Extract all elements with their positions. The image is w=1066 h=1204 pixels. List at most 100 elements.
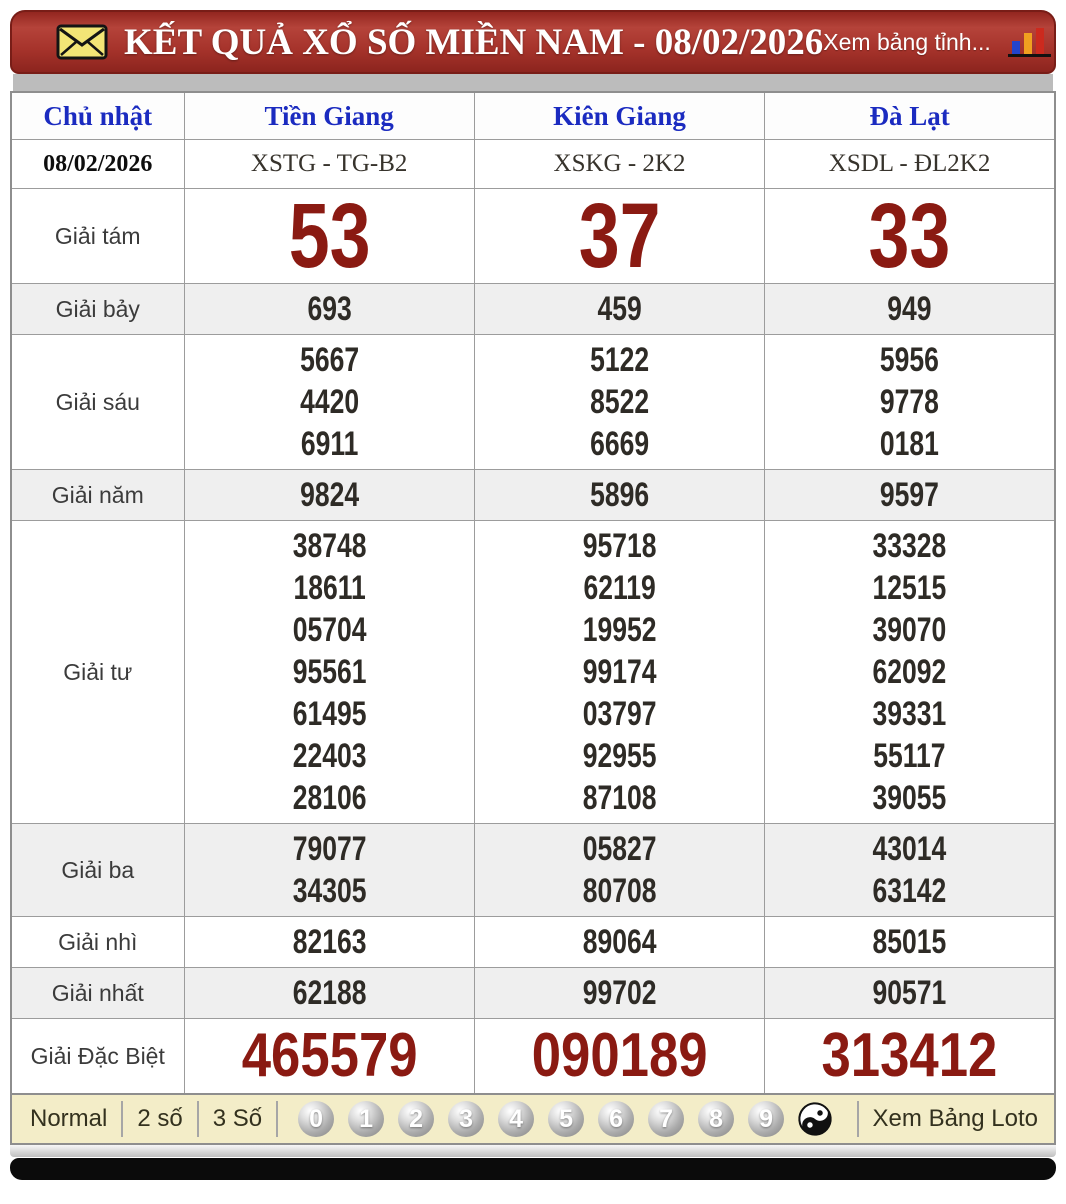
prize-number: 89064 bbox=[582, 923, 657, 961]
prize-numbers-cell: 62188 bbox=[183, 967, 475, 1019]
column-header-province-3[interactable]: Đà Lạt bbox=[764, 91, 1056, 140]
prize-numbers-cell: 37 bbox=[473, 188, 766, 284]
prize-numbers-cell: 090189 bbox=[473, 1018, 766, 1095]
mode-button-2-digits[interactable]: 2 số bbox=[137, 1105, 183, 1132]
prize-number: 9824 bbox=[299, 476, 359, 514]
yin-yang-icon[interactable] bbox=[791, 1095, 839, 1143]
prize-number: 95561 bbox=[292, 653, 367, 691]
view-loto-link[interactable]: Xem Bảng Loto bbox=[872, 1105, 1038, 1132]
prize-numbers-cell: 38748 18611 05704 95561 61495 22403 28106 bbox=[183, 520, 475, 824]
prize-number: 5667 bbox=[299, 341, 359, 379]
digit-button-3[interactable]: 3 bbox=[448, 1101, 485, 1137]
prize-number: 313412 bbox=[821, 1021, 998, 1090]
prize-number: 62119 bbox=[583, 569, 656, 607]
prize-row: Giải nhất 62188 99702 90571 bbox=[10, 967, 1056, 1019]
digit-button-7[interactable]: 7 bbox=[648, 1101, 685, 1137]
prize-numbers-cell: 33328 12515 39070 62092 39331 55117 39055 bbox=[764, 520, 1056, 824]
prize-number: 38748 bbox=[292, 527, 367, 565]
prize-label: Giải sáu bbox=[10, 334, 185, 470]
prize-table-body: Giải tám 53 37 33 Giải bảy 693 459 949 Giải sáu 5… bbox=[10, 188, 1056, 1095]
prize-number: 949 bbox=[887, 290, 932, 328]
digit-button-8[interactable]: 8 bbox=[698, 1101, 735, 1137]
view-province-link[interactable]: Xem bảng tỉnh... bbox=[823, 28, 991, 55]
column-header-province-1[interactable]: Tiền Giang bbox=[183, 91, 475, 140]
prize-row: Giải bảy 693 459 949 bbox=[10, 283, 1056, 335]
column-header-day[interactable]: Chủ nhật bbox=[10, 91, 185, 140]
footer-right-group: Xem Bảng Loto bbox=[843, 1101, 1042, 1137]
prize-number: 33328 bbox=[872, 527, 947, 565]
mode-button-normal[interactable]: Normal bbox=[30, 1105, 108, 1132]
prize-number: 62188 bbox=[292, 974, 367, 1012]
digit-button-6[interactable]: 6 bbox=[598, 1101, 635, 1137]
digit-button-2[interactable]: 2 bbox=[398, 1101, 435, 1137]
prize-numbers-cell: 89064 bbox=[473, 916, 766, 968]
prize-number: 39331 bbox=[872, 695, 947, 733]
prize-number: 92955 bbox=[582, 737, 657, 775]
page-title: KẾT QUẢ XỔ SỐ MIỀN NAM - 08/02/2026 bbox=[124, 21, 824, 63]
prize-label: Giải bảy bbox=[10, 283, 185, 335]
prize-row: Giải nhì 82163 89064 85015 bbox=[10, 916, 1056, 968]
prize-number: 465579 bbox=[241, 1021, 418, 1090]
prize-numbers-cell: 5956 9778 0181 bbox=[764, 334, 1056, 470]
prize-number: 5956 bbox=[880, 341, 940, 379]
bottom-black-bar bbox=[10, 1158, 1056, 1180]
prize-number: 18611 bbox=[293, 569, 366, 607]
digit-button-0[interactable]: 0 bbox=[298, 1101, 335, 1137]
prize-number: 6669 bbox=[589, 425, 649, 463]
prize-row: Giải ba 79077 34305 05827 80708 43014 63142 bbox=[10, 823, 1056, 917]
prize-number: 82163 bbox=[292, 923, 367, 961]
prize-numbers-cell: 05827 80708 bbox=[473, 823, 766, 917]
prize-label: Giải nhất bbox=[10, 967, 185, 1019]
prize-number: 80708 bbox=[582, 872, 657, 910]
bottom-gray-strip bbox=[10, 1145, 1056, 1157]
prize-numbers-cell: 99702 bbox=[473, 967, 766, 1019]
prize-numbers-cell: 85015 bbox=[764, 916, 1056, 968]
digit-button-5[interactable]: 5 bbox=[548, 1101, 585, 1137]
draw-date: 08/02/2026 bbox=[10, 139, 185, 189]
prize-numbers-cell: 95718 62119 19952 99174 03797 92955 87108 bbox=[473, 520, 766, 824]
prize-numbers-cell: 9597 bbox=[764, 469, 1056, 521]
prize-number: 6911 bbox=[300, 425, 358, 463]
prize-number: 53 bbox=[288, 188, 371, 284]
prize-label: Giải tư bbox=[10, 520, 185, 824]
prize-number: 03797 bbox=[582, 695, 657, 733]
prize-number: 34305 bbox=[292, 872, 367, 910]
prize-number: 99702 bbox=[582, 974, 657, 1012]
station-code-3: XSDL - ĐL2K2 bbox=[764, 139, 1056, 189]
prize-numbers-cell: 465579 bbox=[183, 1018, 475, 1095]
bar-chart-icon[interactable] bbox=[1005, 24, 1055, 60]
prize-number: 28106 bbox=[292, 779, 367, 817]
prize-numbers-cell: 79077 34305 bbox=[183, 823, 475, 917]
prize-number: 05704 bbox=[292, 611, 367, 649]
prize-number: 79077 bbox=[292, 830, 367, 868]
digit-button-9[interactable]: 9 bbox=[748, 1101, 785, 1137]
prize-row: Giải tư 38748 18611 05704 95561 61495 22403 281… bbox=[10, 520, 1056, 824]
prize-numbers-cell: 82163 bbox=[183, 916, 475, 968]
column-header-province-2[interactable]: Kiên Giang bbox=[473, 91, 766, 140]
prize-numbers-cell: 53 bbox=[183, 188, 475, 284]
prize-numbers-cell: 33 bbox=[764, 188, 1056, 284]
prize-number: 62092 bbox=[872, 653, 947, 691]
prize-number: 693 bbox=[307, 290, 352, 328]
prize-number: 39055 bbox=[872, 779, 947, 817]
prize-number: 4420 bbox=[299, 383, 359, 421]
prize-number: 9778 bbox=[880, 383, 940, 421]
prize-number: 85015 bbox=[872, 923, 947, 961]
prize-number: 05827 bbox=[582, 830, 657, 868]
footer-divider bbox=[121, 1101, 124, 1137]
prize-number: 5896 bbox=[589, 476, 649, 514]
mode-button-3-digits[interactable]: 3 Số bbox=[212, 1105, 263, 1132]
lottery-widget: KẾT QUẢ XỔ SỐ MIỀN NAM - 08/02/2026 Xem … bbox=[10, 10, 1056, 1180]
prize-numbers-cell: 949 bbox=[764, 283, 1056, 335]
prize-numbers-cell: 43014 63142 bbox=[764, 823, 1056, 917]
prize-number: 9597 bbox=[880, 476, 940, 514]
digit-button-4[interactable]: 4 bbox=[498, 1101, 535, 1137]
prize-number: 8522 bbox=[589, 383, 649, 421]
header-divider-strip bbox=[13, 74, 1053, 91]
prize-number: 12515 bbox=[872, 569, 947, 607]
digit-button-1[interactable]: 1 bbox=[348, 1101, 385, 1137]
prize-numbers-cell: 5667 4420 6911 bbox=[183, 334, 475, 470]
footer-divider bbox=[856, 1101, 859, 1137]
